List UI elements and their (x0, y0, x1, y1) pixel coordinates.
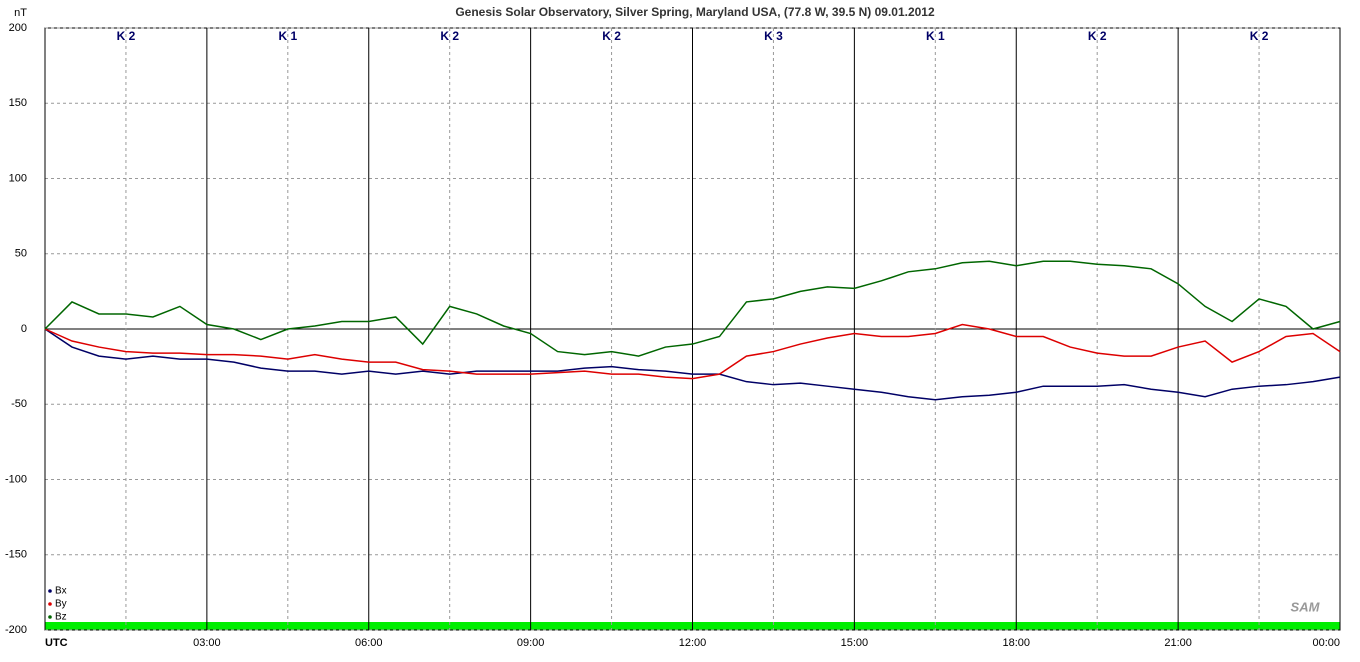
x-tick-label: 06:00 (355, 637, 383, 649)
y-tick-label: -150 (5, 549, 27, 561)
x-tick-label: 12:00 (679, 637, 707, 649)
y-tick-label: 0 (21, 323, 27, 335)
k-index-label: K 2 (1088, 29, 1107, 43)
data-line (44, 260, 1341, 357)
k-index-label: K 2 (440, 29, 459, 43)
legend-marker (48, 602, 52, 606)
k-index-label: K 2 (1250, 29, 1269, 43)
y-tick-label: -50 (11, 398, 27, 410)
x-tick-label: 15:00 (841, 637, 869, 649)
k-index-label: K 2 (117, 29, 136, 43)
y-tick-label: 50 (15, 248, 27, 260)
legend-label: Bx (55, 586, 67, 597)
k-index-label: K 1 (926, 29, 945, 43)
y-tick-label: 100 (9, 172, 27, 184)
y-axis-label: nT (14, 7, 27, 19)
y-tick-label: 200 (9, 22, 27, 34)
legend-marker (48, 589, 52, 593)
chart-title: Genesis Solar Observatory, Silver Spring… (455, 5, 935, 19)
x-tick-label: UTC (45, 637, 68, 649)
x-tick-label: 18:00 (1002, 637, 1030, 649)
legend-label: Bz (55, 612, 67, 623)
logo: SAM (1291, 599, 1321, 614)
x-tick-label: 03:00 (193, 637, 221, 649)
y-tick-label: -100 (5, 473, 27, 485)
x-tick-label: 00:00 (1312, 637, 1340, 649)
x-tick-label: 21:00 (1164, 637, 1192, 649)
x-tick-label: 09:00 (517, 637, 545, 649)
k-index-label: K 1 (278, 29, 297, 43)
y-tick-label: 150 (9, 97, 27, 109)
k-index-label: K 3 (764, 29, 783, 43)
data-line (44, 323, 1341, 380)
y-tick-label: -200 (5, 624, 27, 636)
legend-marker (48, 615, 52, 619)
data-line (44, 328, 1341, 401)
legend-label: By (55, 599, 67, 610)
k-index-label: K 2 (602, 29, 621, 43)
